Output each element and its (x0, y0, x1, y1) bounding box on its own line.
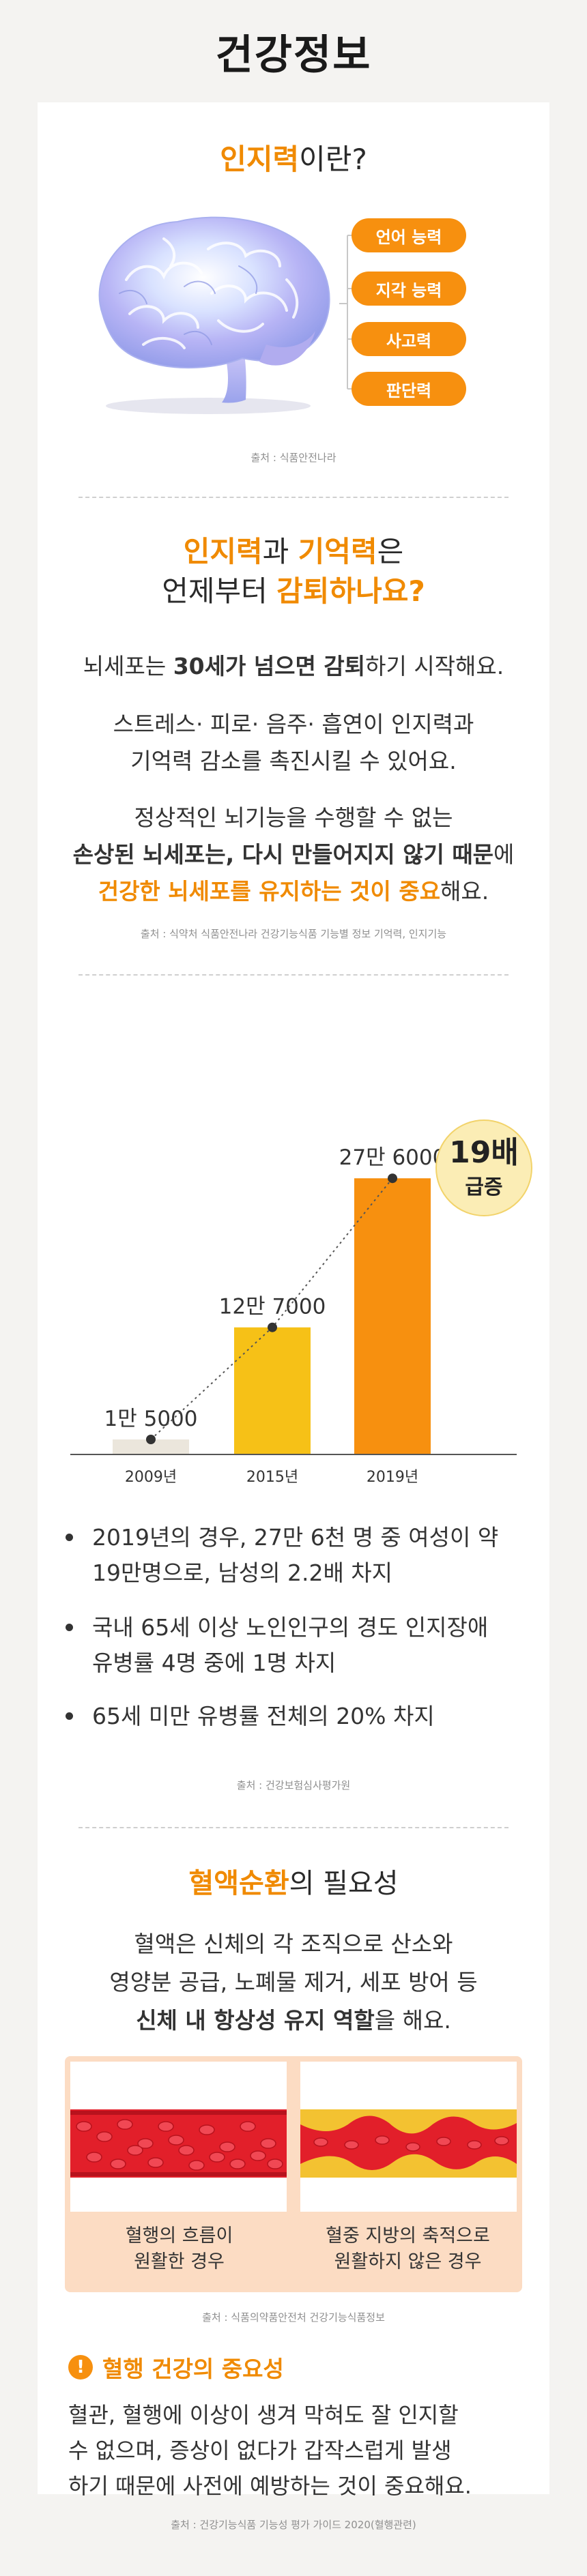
para-line: 혈액은 신체의 각 조직으로 산소와 (134, 1931, 453, 1957)
section2-source: 출처 : 식약처 식품안전나라 건강기능식품 기능별 정보 기억력, 인지기능 (140, 928, 447, 940)
healthy-vessel-illustration (70, 2062, 287, 2212)
caption-fatty-flow: 혈중 지방의 축적으로 원활하지 않은 경우 (294, 2223, 522, 2275)
bullet-dot (66, 1624, 73, 1631)
ability-pill-perception: 지각 능력 (352, 272, 466, 306)
section2-para3: 정상적인 뇌기능을 수행할 수 없는 손상된 뇌세포는, 다시 만들어지지 않기… (38, 800, 549, 910)
section5-source: 출처 : 건강기능식품 기능성 평가 가이드 2020(혈행관련) (171, 2519, 416, 2531)
divider-2 (78, 974, 509, 976)
caption-line: 혈중 지방의 축적으로 (326, 2225, 490, 2246)
para-bold: 신체 내 항상성 유지 역할 (136, 2007, 375, 2034)
title-text: 과 (262, 535, 298, 568)
bullet-line: 2019년의 경우, 27만 6천 명 중 여성이 약 (92, 1524, 499, 1551)
chart-trend-point-1 (146, 1435, 156, 1444)
ability-pill-judgment: 판단력 (352, 372, 466, 406)
section1-title-rest: 이란? (299, 143, 367, 176)
bullet-item-3: 65세 미만 유병률 전체의 20% 차지 (61, 1699, 532, 1734)
title-highlight-memory: 기억력 (298, 535, 377, 568)
section4-para: 혈액은 신체의 각 조직으로 산소와 영양분 공급, 노폐물 제거, 세포 방어… (38, 1925, 549, 2040)
title-highlight-blood-circulation: 혈액순환 (188, 1868, 289, 1899)
bullet-line: 국내 65세 이상 노인인구의 경도 인지장애 (92, 1614, 489, 1641)
section1-title: 인지력이란? (38, 136, 549, 178)
chart-bar-1 (113, 1439, 189, 1454)
para-text: 을 해요. (374, 2007, 451, 2034)
divider-3 (78, 1827, 509, 1828)
title-highlight-decline: 감퇴하나요? (276, 574, 425, 608)
para-line: 수 없으며, 증상이 없다가 갑작스럽게 발생 (68, 2438, 452, 2463)
para-line: 영양분 공급, 노폐물 제거, 세포 방어 등 (109, 1969, 478, 1995)
section5-title: 혈행 건강의 중요성 (102, 2356, 284, 2382)
bullet-dot (66, 1712, 73, 1720)
content-card: 인지력이란? (38, 102, 549, 2531)
alert-icon: ! (68, 2355, 93, 2380)
chart-category-label-2: 2015년 (246, 1469, 298, 1486)
caption-healthy-flow: 혈행의 흐름이 원활한 경우 (65, 2223, 294, 2275)
para-text: 해요. (440, 878, 489, 905)
chart-badge-text: 급증 (465, 1175, 502, 1199)
para-text: 뇌세포는 (83, 653, 173, 679)
brain-illustration (98, 216, 330, 414)
bullet-item-1: 2019년의 경우, 27만 6천 명 중 여성이 약 19만명으로, 남성의 … (61, 1520, 532, 1591)
fatty-vessel-illustration (300, 2062, 517, 2212)
caption-line: 원활한 경우 (134, 2251, 225, 2272)
title-text: 언제부터 (162, 574, 277, 608)
title-text: 은 (377, 535, 404, 568)
chart-value-label-2: 12만 7000 (219, 1295, 326, 1319)
section2-title: 인지력과 기억력은 언제부터 감퇴하나요? (38, 532, 549, 611)
chart-trend-point-3 (388, 1173, 397, 1184)
section1-source: 출처 : 식품안전나라 (250, 452, 337, 464)
ability-pill-thinking: 사고력 (352, 322, 466, 356)
bullet-line: 19만명으로, 남성의 2.2배 차지 (92, 1560, 393, 1586)
para-bold: 30세가 넘으면 감퇴 (173, 653, 366, 679)
section5-title-row: ! 혈행 건강의 중요성 (68, 2351, 284, 2384)
para-line: 기억력 감소를 촉진시킬 수 있어요. (130, 748, 457, 774)
title-text: 의 필요성 (289, 1868, 399, 1899)
dementia-patients-bar-chart: 1만 5000 2009년 12만 7000 2015년 27만 6000 2019년 19… (70, 1119, 532, 1486)
chart-category-label-1: 2009년 (125, 1469, 177, 1486)
chart-value-label-1: 1만 5000 (104, 1407, 198, 1431)
section1-title-highlight: 인지력 (220, 143, 300, 176)
caption-line: 혈행의 흐름이 (125, 2225, 233, 2246)
title-highlight-cognition: 인지력 (183, 535, 263, 568)
section5-para: 혈관, 혈행에 이상이 생겨 막혀도 잘 인지할 수 없으며, 증상이 없다가 … (68, 2397, 526, 2504)
bullet-dot (66, 1534, 73, 1541)
para-line: 하기 때문에 사전에 예방하는 것이 중요해요. (68, 2473, 472, 2499)
para-text: 에 (493, 841, 515, 868)
bullet-line: 유병률 4명 중에 1명 차지 (92, 1650, 337, 1676)
section3-source: 출처 : 건강보험심사평가원 (236, 1779, 351, 1791)
chart-trend-point-2 (268, 1322, 277, 1332)
chart-growth-badge (435, 1119, 532, 1216)
blood-vessel-comparison-panel: 혈행의 흐름이 원활한 경우 혈중 지방의 축적으로 원활하지 않은 경우 (65, 2056, 522, 2292)
chart-bar-3 (354, 1178, 431, 1454)
page-title: 건강정보 (215, 31, 372, 79)
chart-badge-number: 19배 (449, 1135, 519, 1170)
section4-title: 혈액순환의 필요성 (38, 1861, 549, 1901)
chart-value-label-3: 27만 6000 (339, 1145, 446, 1170)
caption-line: 원활하지 않은 경우 (334, 2251, 482, 2272)
chart-bar-2 (234, 1327, 311, 1454)
divider-1 (78, 497, 509, 498)
ability-pill-language: 언어 능력 (352, 218, 466, 252)
para-line: 정상적인 뇌기능을 수행할 수 없는 (134, 804, 453, 831)
page-header: 건강정보 (0, 0, 587, 102)
chart-category-label-3: 2019년 (367, 1469, 418, 1486)
para-line: 혈관, 혈행에 이상이 생겨 막혀도 잘 인지할 (68, 2402, 459, 2428)
section2-para1: 뇌세포는 30세가 넘으면 감퇴하기 시작해요. (38, 648, 549, 685)
bullet-line: 65세 미만 유병률 전체의 20% 차지 (92, 1703, 435, 1729)
section4-source: 출처 : 식품의약품안전처 건강기능식품정보 (202, 2311, 385, 2324)
para-line: 스트레스· 피로· 음주· 흡연이 인지력과 (113, 711, 474, 737)
section2-para2: 스트레스· 피로· 음주· 흡연이 인지력과 기억력 감소를 촉진시킬 수 있어… (38, 706, 549, 780)
para-orange: 건강한 뇌세포를 유지하는 것이 중요 (98, 878, 441, 905)
para-bold: 손상된 뇌세포는, 다시 만들어지지 않기 때문 (72, 841, 494, 868)
para-text: 하기 시작해요. (365, 653, 504, 679)
bullet-item-2: 국내 65세 이상 노인인구의 경도 인지장애 유병률 4명 중에 1명 차지 (61, 1610, 532, 1681)
